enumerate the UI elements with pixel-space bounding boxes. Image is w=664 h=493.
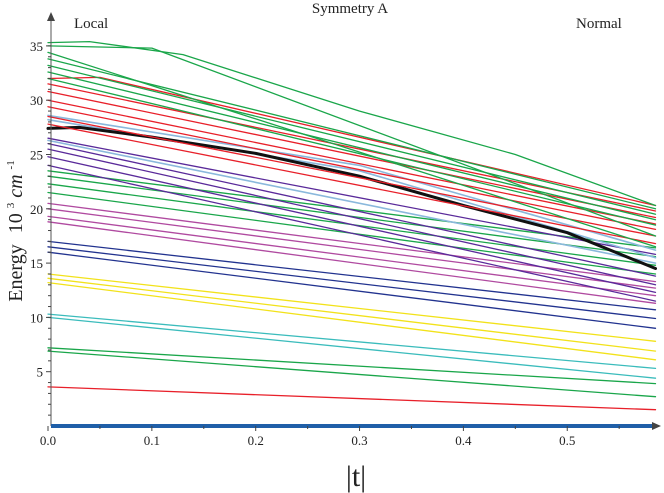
series-line-5 <box>47 313 657 370</box>
x-axis-arrow <box>652 422 661 430</box>
axes-layer: 0.0 0.1 0.2 0.3 0.4 0.5 5 10 15 20 25 30 35 <box>30 12 661 448</box>
series-line-14 <box>47 208 657 289</box>
y-tick-label-6: 30 <box>30 93 43 108</box>
series-line-23 <box>47 142 657 277</box>
series-line-6 <box>47 281 657 361</box>
series-line-15 <box>47 202 657 283</box>
series-line-33 <box>47 90 657 219</box>
series-line-28 <box>46 125 657 270</box>
series-layer <box>46 40 657 411</box>
series-line-2 <box>47 350 657 398</box>
series-line-22 <box>47 148 657 286</box>
series-line-25 <box>47 139 657 264</box>
x-axis-label: |t| <box>346 460 366 493</box>
chart-title: Symmetry A <box>312 1 388 17</box>
y-tick-label-3: 15 <box>30 256 43 271</box>
y-axis-label-cm-exp: -1 <box>5 160 17 169</box>
series-line-4 <box>47 316 657 379</box>
series-line-24 <box>47 137 657 256</box>
series-line-13 <box>47 215 657 297</box>
series-line-9 <box>47 251 657 329</box>
series-line-21 <box>47 156 657 294</box>
series-line-29 <box>47 123 657 245</box>
series-line-39 <box>47 58 657 210</box>
x-tick-label-1: 0.0 <box>40 433 56 448</box>
series-line-10 <box>47 246 657 320</box>
series-line-40 <box>47 51 657 248</box>
series-line-8 <box>47 273 657 342</box>
series-line-20 <box>47 164 657 302</box>
series-line-37 <box>47 71 657 221</box>
series-line-3 <box>47 347 657 385</box>
corner-left-label: Local <box>74 16 108 32</box>
x-tick-label-4: 0.3 <box>351 433 367 448</box>
y-tick-label-2: 10 <box>30 310 43 325</box>
series-line-31 <box>47 106 657 231</box>
y-axis-label: Energy 10 3 cm -1 <box>0 160 27 301</box>
series-line-30 <box>47 115 657 237</box>
x-tick-label-6: 0.5 <box>559 433 575 448</box>
y-tick-label-5: 25 <box>30 148 43 163</box>
series-line-7 <box>47 277 657 352</box>
series-line-11 <box>47 240 657 311</box>
x-tick-label-5: 0.4 <box>455 433 472 448</box>
y-axis-label-cm: cm <box>5 174 27 197</box>
x-tick-label-3: 0.2 <box>248 433 264 448</box>
y-axis-label-exp: 3 <box>5 202 17 208</box>
series-line-1 <box>47 386 657 411</box>
x-tick-label-2: 0.1 <box>144 433 160 448</box>
y-tick-label-7: 35 <box>30 39 43 54</box>
y-tick-label-4: 20 <box>30 202 43 217</box>
series-line-12 <box>47 221 657 304</box>
series-line-41 <box>47 45 657 237</box>
series-line-36 <box>47 77 657 226</box>
series-line-27 <box>47 114 657 251</box>
series-line-32 <box>47 99 657 225</box>
y-axis-arrow <box>47 12 55 21</box>
series-line-42 <box>47 40 657 207</box>
y-axis-label-base: 10 <box>5 213 27 233</box>
corner-right-label: Normal <box>576 16 622 32</box>
series-line-38 <box>47 64 657 215</box>
y-tick-label-1: 5 <box>37 365 44 380</box>
y-axis-label-word: Energy <box>5 244 27 301</box>
